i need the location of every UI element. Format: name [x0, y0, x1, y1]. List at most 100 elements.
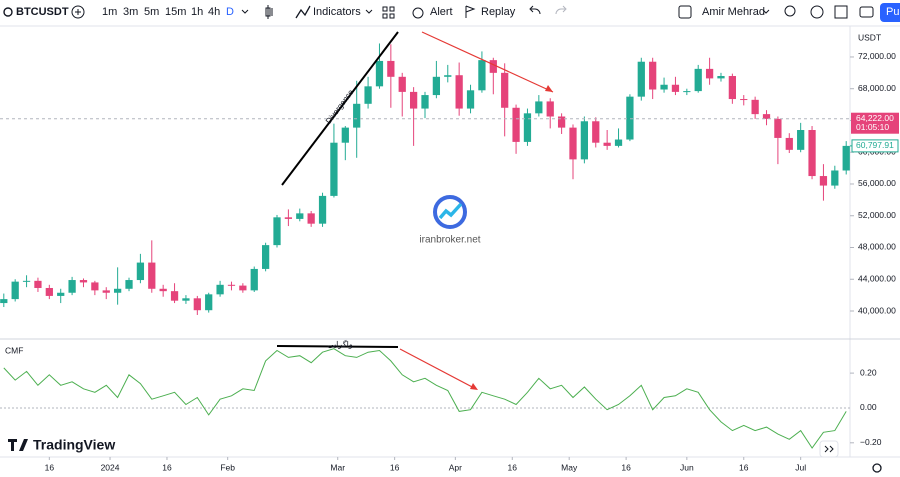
- x-tick-label: 16: [621, 462, 631, 472]
- candle-body: [227, 284, 236, 286]
- undo[interactable]: [529, 5, 541, 15]
- logo-mark: [8, 439, 28, 451]
- candle-body: [57, 292, 65, 296]
- indicators-icon[interactable]: [295, 5, 311, 19]
- layouts-icon[interactable]: [382, 6, 395, 19]
- chevron[interactable]: [365, 9, 373, 14]
- candle-body: [728, 76, 736, 100]
- candle-body: [136, 262, 145, 281]
- replay-button[interactable]: Replay: [481, 6, 516, 18]
- candle-body: [261, 245, 270, 269]
- candle-body: [387, 60, 395, 77]
- candle-body: [91, 282, 99, 291]
- x-tick-label: Feb: [220, 462, 235, 472]
- candle-body: [831, 170, 839, 186]
- candle-body: [330, 142, 338, 196]
- interval[interactable]: 1h: [191, 6, 203, 18]
- candle-body: [182, 298, 190, 301]
- candle-body: [364, 86, 372, 104]
- candle-body: [717, 76, 725, 79]
- arrow-head: [470, 383, 478, 390]
- candle-body: [114, 288, 122, 293]
- toolbar: BTCUSDT 1m 3m 5m 15m 1h 4h D Indicators …: [0, 3, 900, 27]
- alert-icon[interactable]: [412, 7, 424, 19]
- candle-body: [409, 91, 418, 109]
- snapshot-icon[interactable]: [859, 6, 874, 18]
- candle-body: [125, 280, 133, 289]
- interval-active[interactable]: D: [226, 6, 234, 18]
- alert-button[interactable]: Alert: [430, 6, 453, 18]
- arrow-line[interactable]: [421, 31, 554, 93]
- trend-line[interactable]: [276, 345, 399, 348]
- candle-body: [0, 299, 8, 304]
- currency: USDT: [858, 32, 881, 42]
- compare-button[interactable]: [71, 5, 85, 19]
- layout-icon[interactable]: [678, 5, 692, 19]
- scroll-button[interactable]: [819, 440, 839, 458]
- x-tick-label: 2024: [101, 462, 120, 472]
- candle-body: [683, 91, 691, 93]
- chart-type-icon[interactable]: [265, 5, 273, 19]
- y-tick-label: 72,000.00: [858, 51, 896, 61]
- y-tick-label: 40,000.00: [858, 305, 896, 315]
- candle-body: [45, 287, 53, 296]
- cmf-line: [3, 348, 847, 449]
- axis-settings[interactable]: [872, 463, 882, 473]
- interval[interactable]: 5m: [144, 6, 159, 18]
- candle-body: [614, 139, 623, 146]
- quick-search[interactable]: [784, 5, 796, 17]
- candle-body: [546, 101, 554, 117]
- candle-body: [284, 217, 293, 219]
- interval[interactable]: 3m: [123, 6, 138, 18]
- chevron[interactable]: [241, 9, 249, 14]
- candle-body: [808, 130, 816, 177]
- annotation: واگرایی: [327, 339, 353, 349]
- watermark-logo: [433, 195, 467, 229]
- candle-body: [375, 60, 384, 87]
- search-icon[interactable]: [3, 7, 13, 17]
- publish-button[interactable]: [880, 3, 900, 22]
- candle-body: [603, 142, 611, 146]
- candle-body: [250, 268, 258, 291]
- trend-line[interactable]: [281, 31, 399, 186]
- chevron[interactable]: [762, 9, 770, 14]
- candle-body: [398, 76, 406, 92]
- candle-body: [512, 107, 520, 142]
- scroll-icon: [824, 445, 834, 453]
- settings-icon[interactable]: [810, 5, 824, 19]
- x-tick-label: 16: [45, 462, 55, 472]
- fullscreen-icon[interactable]: [834, 5, 848, 19]
- logo-text: TradingView: [33, 437, 115, 453]
- interval[interactable]: 15m: [165, 6, 186, 18]
- publish-label: Pu: [886, 6, 899, 18]
- arrow-head: [545, 85, 553, 92]
- x-tick-label: 16: [508, 462, 518, 472]
- candle-body: [102, 290, 110, 293]
- arrow-line[interactable]: [399, 348, 477, 390]
- candle-body: [569, 127, 577, 160]
- interval[interactable]: 1m: [102, 6, 117, 18]
- candle-body: [489, 60, 497, 73]
- y-tick-label: 68,000.00: [858, 83, 896, 93]
- x-tick-label: Jul: [795, 462, 806, 472]
- candle-body: [557, 116, 566, 128]
- x-tick-label: 16: [739, 462, 749, 472]
- candle-body: [466, 90, 475, 109]
- candle-body: [216, 284, 224, 295]
- watermark: iranbroker.net: [419, 195, 481, 246]
- price-label-box: [851, 112, 899, 134]
- replay-icon[interactable]: [465, 5, 476, 18]
- candle-body: [432, 76, 441, 96]
- redo[interactable]: [555, 5, 567, 15]
- candle-body: [239, 285, 247, 291]
- countdown: 01:05:10: [856, 122, 889, 132]
- candle-body: [694, 68, 702, 92]
- user-name[interactable]: Amir Mehrad: [702, 6, 765, 18]
- interval[interactable]: 4h: [208, 6, 220, 18]
- candle-body: [22, 280, 31, 282]
- symbol[interactable]: BTCUSDT: [16, 6, 69, 18]
- candle-body: [751, 99, 759, 115]
- indicators-button[interactable]: Indicators: [313, 6, 361, 18]
- price-pane: 40,000.00 44,000.00 48,000.00 52,000.00 56,0…: [0, 43, 899, 315]
